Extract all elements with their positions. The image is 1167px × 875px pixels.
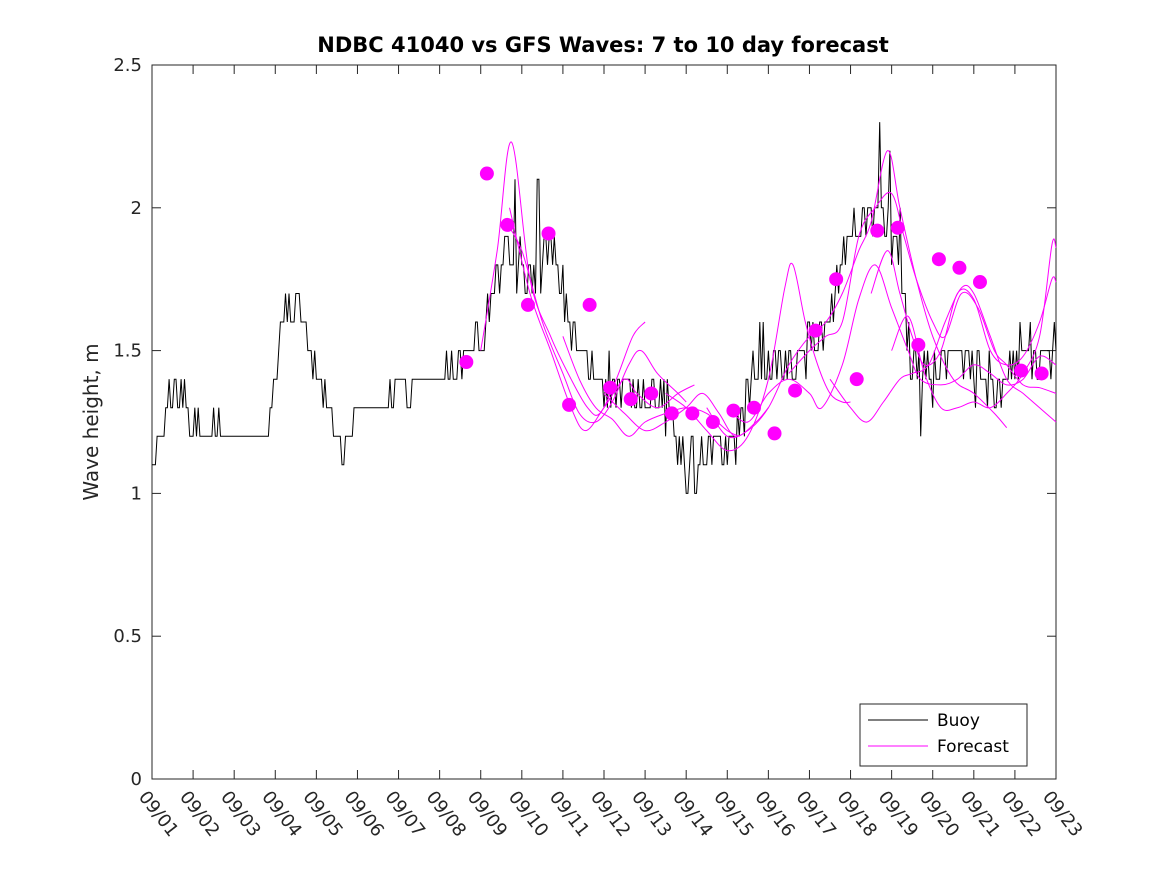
x-tick-label: 09/18 xyxy=(833,787,881,841)
chart-title: NDBC 41040 vs GFS Waves: 7 to 10 day for… xyxy=(317,33,888,57)
x-tick-label: 09/15 xyxy=(709,787,757,841)
forecast-line xyxy=(665,262,851,452)
forecast-marker xyxy=(829,272,844,287)
y-tick-label: 2 xyxy=(131,198,142,219)
forecast-marker xyxy=(952,260,967,275)
forecast-marker xyxy=(767,426,782,441)
x-tick-label: 09/07 xyxy=(381,787,429,841)
forecast-line xyxy=(706,150,1008,439)
forecast-marker xyxy=(788,383,803,398)
y-tick-label: 1 xyxy=(131,483,142,504)
forecast-marker xyxy=(541,226,556,241)
x-tick-label: 09/13 xyxy=(627,787,675,841)
x-tick-label: 09/19 xyxy=(874,787,922,841)
y-axis: 0 0.5 1 1.5 2 2.5 xyxy=(113,55,1056,790)
x-tick-label: 09/11 xyxy=(545,787,593,841)
x-tick-label: 09/04 xyxy=(257,787,305,841)
x-tick-label: 09/10 xyxy=(504,787,552,841)
x-tick-label: 09/03 xyxy=(216,787,264,841)
legend-box xyxy=(859,703,1028,767)
x-tick-label: 09/05 xyxy=(298,787,346,841)
forecast-marker xyxy=(520,297,535,312)
forecast-marker xyxy=(849,372,864,387)
forecast-line xyxy=(829,284,1057,423)
y-tick-label: 0 xyxy=(131,769,142,790)
forecast-markers xyxy=(459,166,1049,441)
forecast-line xyxy=(480,141,646,416)
y-axis-label: Wave height, m xyxy=(79,343,103,500)
forecast-marker xyxy=(870,223,885,238)
forecast-marker xyxy=(705,415,720,429)
x-tick-label: 09/21 xyxy=(956,787,1004,841)
legend-buoy-label: Buoy xyxy=(937,711,980,731)
legend: Buoy Forecast xyxy=(859,703,1028,767)
forecast-marker xyxy=(972,275,987,290)
forecast-marker xyxy=(623,392,638,407)
forecast-marker xyxy=(685,406,700,421)
forecast-marker xyxy=(644,386,659,401)
forecast-marker xyxy=(500,217,515,232)
forecast-marker xyxy=(479,166,494,181)
forecast-line xyxy=(891,238,1057,411)
forecast-line xyxy=(788,191,1057,394)
y-tick-label: 1.5 xyxy=(113,341,142,362)
forecast-marker xyxy=(911,337,926,352)
x-tick-label: 09/14 xyxy=(668,787,716,841)
forecast-marker xyxy=(582,297,597,312)
forecast-marker xyxy=(562,397,577,412)
x-tick-label: 09/12 xyxy=(586,787,634,841)
forecast-line xyxy=(504,221,687,424)
forecast-marker xyxy=(746,400,761,415)
forecast-line xyxy=(726,264,1057,423)
forecast-marker xyxy=(890,220,905,235)
forecast-marker xyxy=(1014,363,1029,378)
x-tick-label: 09/06 xyxy=(340,787,388,841)
x-tick-label: 09/16 xyxy=(750,787,798,841)
x-tick-label: 09/20 xyxy=(915,787,963,841)
plot-area xyxy=(151,64,1057,780)
x-tick-label: 09/08 xyxy=(422,787,470,841)
y-tick-label: 0.5 xyxy=(113,626,142,647)
forecast-marker xyxy=(664,406,679,421)
x-tick-label: 09/23 xyxy=(1038,787,1086,841)
forecast-line xyxy=(509,207,695,432)
forecast-marker xyxy=(603,380,618,395)
y-tick-label: 2.5 xyxy=(113,55,142,76)
forecast-marker xyxy=(459,355,474,370)
x-tick-label: 09/01 xyxy=(134,787,182,841)
x-tick-label: 09/17 xyxy=(792,787,840,841)
forecast-marker xyxy=(1034,366,1049,381)
x-tick-label: 09/02 xyxy=(175,787,223,841)
legend-forecast-label: Forecast xyxy=(937,737,1009,757)
x-tick-label: 09/09 xyxy=(463,787,511,841)
x-tick-label: 09/22 xyxy=(997,787,1045,841)
forecast-marker xyxy=(931,252,946,267)
forecast-marker xyxy=(808,323,823,338)
forecast-line xyxy=(870,250,1057,366)
forecast-marker xyxy=(726,403,741,418)
